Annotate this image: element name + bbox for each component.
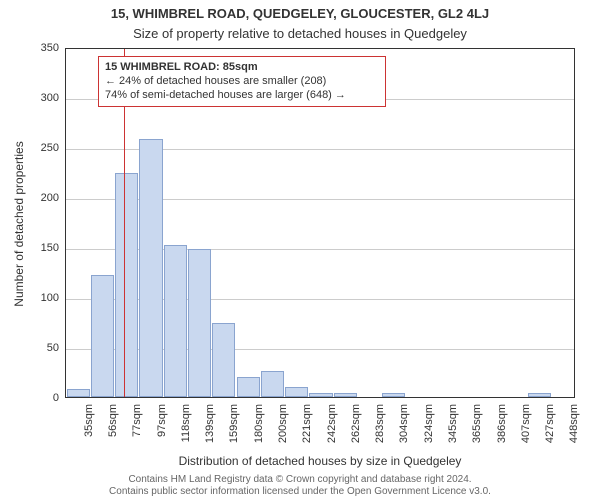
x-tick-label: 242sqm	[326, 404, 338, 454]
x-tick-label: 97sqm	[156, 404, 168, 454]
x-tick-label: 407sqm	[520, 404, 532, 454]
x-tick-label: 200sqm	[277, 404, 289, 454]
histogram-bar	[528, 393, 551, 397]
annotation-line-2: ← 24% of detached houses are smaller (20…	[105, 75, 379, 89]
histogram-bar	[382, 393, 405, 397]
x-tick-label: 118sqm	[180, 404, 192, 454]
histogram-bar	[115, 173, 138, 397]
histogram-bar	[212, 323, 235, 397]
annotation-line-1: 15 WHIMBREL ROAD: 85sqm	[105, 61, 379, 75]
x-tick-label: 304sqm	[398, 404, 410, 454]
annotation-line-3: 74% of semi-detached houses are larger (…	[105, 89, 379, 103]
x-tick-label: 180sqm	[253, 404, 265, 454]
histogram-bar	[285, 387, 308, 397]
histogram-bar	[309, 393, 332, 397]
page-title: 15, WHIMBREL ROAD, QUEDGELEY, GLOUCESTER…	[0, 6, 600, 21]
x-tick-label: 386sqm	[496, 404, 508, 454]
histogram-bar	[237, 377, 260, 397]
x-tick-label: 283sqm	[374, 404, 386, 454]
y-tick-label: 200	[27, 192, 59, 204]
footer-line-2: Contains public sector information licen…	[0, 486, 600, 498]
histogram-bar	[164, 245, 187, 397]
y-tick-label: 150	[27, 242, 59, 254]
y-tick-label: 250	[27, 142, 59, 154]
y-tick-label: 300	[27, 92, 59, 104]
x-tick-label: 35sqm	[83, 404, 95, 454]
page-subtitle: Size of property relative to detached ho…	[0, 26, 600, 41]
y-tick-label: 0	[27, 392, 59, 404]
x-tick-label: 448sqm	[568, 404, 580, 454]
x-tick-label: 221sqm	[301, 404, 313, 454]
y-tick-label: 100	[27, 292, 59, 304]
root: 15, WHIMBREL ROAD, QUEDGELEY, GLOUCESTER…	[0, 0, 600, 500]
chart-annotation: 15 WHIMBREL ROAD: 85sqm ← 24% of detache…	[98, 56, 386, 107]
x-tick-label: 262sqm	[350, 404, 362, 454]
y-tick-label: 350	[27, 42, 59, 54]
footer-line-1: Contains HM Land Registry data © Crown c…	[0, 474, 600, 486]
x-tick-label: 56sqm	[107, 404, 119, 454]
footer: Contains HM Land Registry data © Crown c…	[0, 474, 600, 498]
y-axis-label: Number of detached properties	[12, 49, 26, 399]
x-tick-label: 365sqm	[471, 404, 483, 454]
histogram-bar	[261, 371, 284, 397]
histogram-bar	[91, 275, 114, 397]
histogram-bar	[334, 393, 357, 397]
x-tick-label: 139sqm	[204, 404, 216, 454]
histogram-bar	[67, 389, 90, 397]
x-tick-label: 345sqm	[447, 404, 459, 454]
histogram-bar	[188, 249, 211, 397]
x-axis-label: Distribution of detached houses by size …	[65, 454, 575, 468]
x-tick-label: 159sqm	[228, 404, 240, 454]
y-tick-label: 50	[27, 342, 59, 354]
x-tick-label: 324sqm	[423, 404, 435, 454]
histogram-bar	[139, 139, 162, 397]
x-tick-label: 77sqm	[131, 404, 143, 454]
x-tick-label: 427sqm	[544, 404, 556, 454]
